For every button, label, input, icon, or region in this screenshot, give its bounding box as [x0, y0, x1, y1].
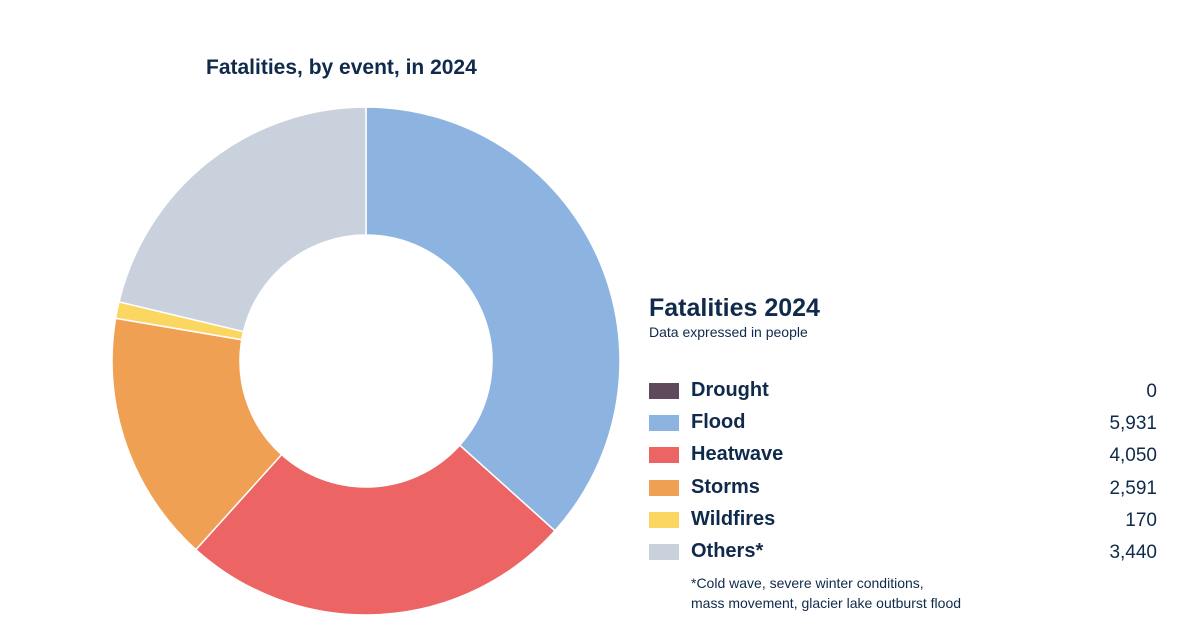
legend-label-others: Others*: [691, 539, 764, 562]
footnote-line-2: mass movement, glacier lake outburst flo…: [691, 595, 962, 611]
legend-item-drought: Drought 0: [649, 377, 1157, 409]
legend-title: Fatalities 2024: [649, 294, 820, 322]
legend-value-heatwave: 4,050: [1109, 445, 1157, 467]
legend-item-heatwave: Heatwave 4,050: [649, 441, 1157, 473]
slice-others: [118, 106, 367, 333]
slice-storms: [111, 317, 283, 551]
legend-swatch-drought: [649, 383, 679, 399]
slice-flood: [365, 106, 621, 532]
legend-swatch-flood: [649, 415, 679, 432]
legend-swatch-others: [649, 543, 679, 560]
legend-label-drought: Drought: [691, 379, 769, 401]
legend-value-flood: 5,931: [1109, 413, 1157, 435]
slice-heatwave: [194, 444, 556, 616]
legend-label-heatwave: Heatwave: [691, 443, 784, 466]
legend-item-flood: Flood 5,931: [649, 409, 1157, 441]
footnote-line-1: *Cold wave, severe winter conditions,: [691, 575, 924, 591]
legend-subtitle: Data expressed in people: [649, 324, 808, 340]
legend-item-others: Others* 3,440: [649, 538, 1157, 570]
chart-title: Fatalities, by event, in 2024: [206, 56, 477, 79]
legend-value-storms: 2,591: [1109, 477, 1157, 499]
footnote: *Cold wave, severe winter conditions, ma…: [691, 573, 961, 613]
legend-label-wildfires: Wildfires: [691, 507, 776, 530]
legend-value-wildfires: 170: [1125, 509, 1157, 531]
legend-item-storms: Storms 2,591: [649, 474, 1157, 506]
legend-item-wildfires: Wildfires 170: [649, 506, 1157, 538]
legend-label-flood: Flood: [691, 411, 746, 434]
legend-value-others: 3,440: [1109, 541, 1157, 563]
legend-value-drought: 0: [1146, 381, 1157, 402]
legend-label-storms: Storms: [691, 475, 760, 498]
legend-swatch-heatwave: [649, 447, 679, 464]
legend-swatch-wildfires: [649, 511, 679, 528]
legend: Drought 0 Flood 5,931 Heatwave 4,050 Sto…: [649, 377, 1157, 570]
legend-swatch-storms: [649, 479, 679, 496]
